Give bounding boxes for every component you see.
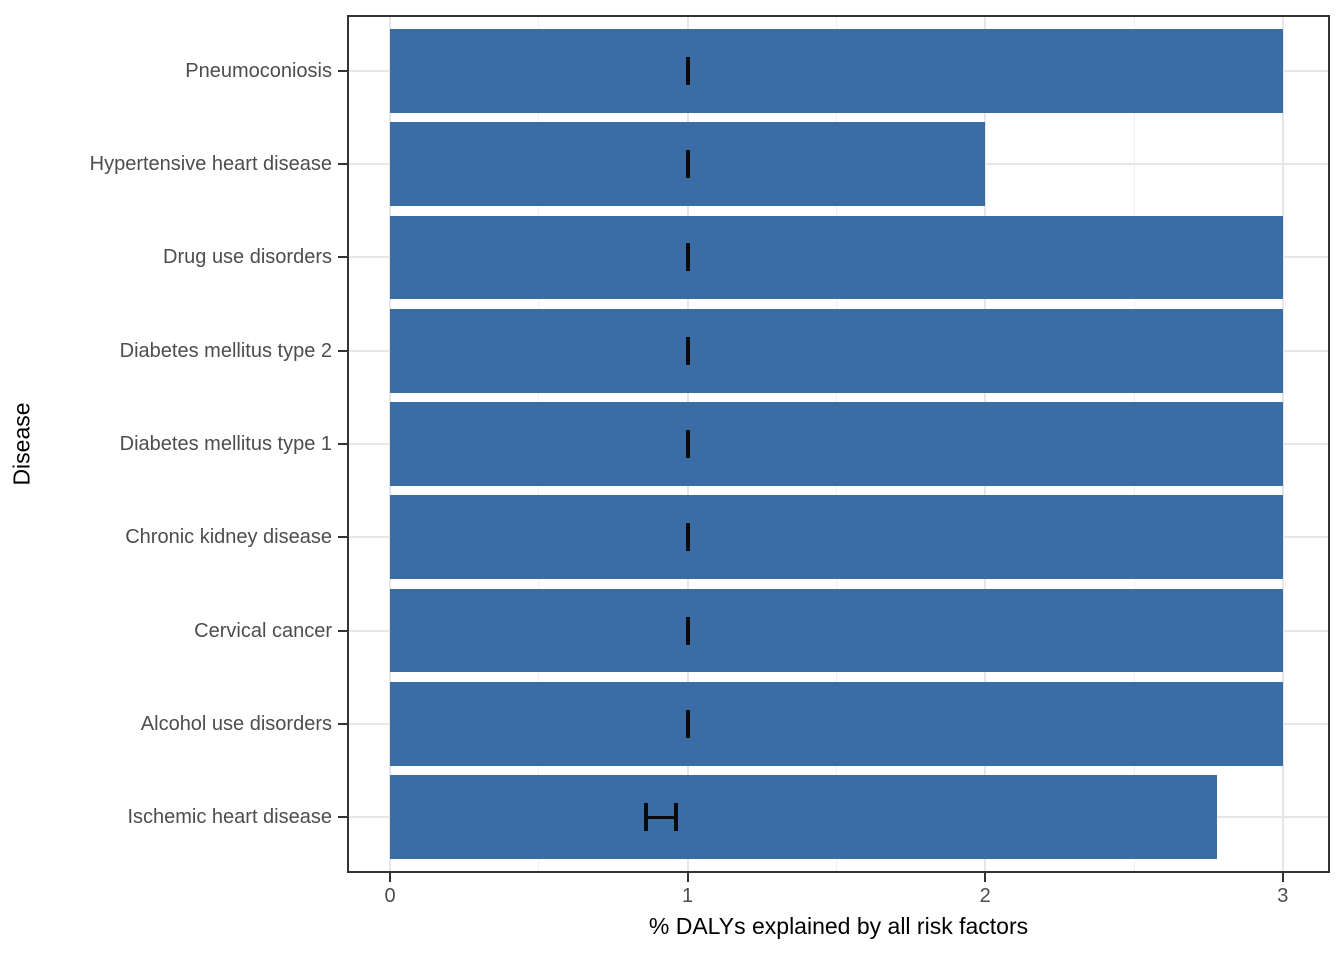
bar [390, 308, 1283, 393]
y-tick-label: Cervical cancer [194, 619, 332, 642]
error-bar-tick [685, 150, 690, 179]
x-axis-title: % DALYs explained by all risk factors [648, 913, 1029, 939]
x-tick-mark [686, 873, 689, 882]
error-bar-tick [685, 56, 690, 85]
bar [390, 681, 1283, 766]
error-bar-cap-high [673, 803, 678, 832]
y-axis-title: Disease [8, 402, 35, 486]
y-tick-label: Chronic kidney disease [125, 526, 332, 549]
x-tick-label: 2 [979, 885, 991, 907]
x-tick-mark [984, 873, 987, 882]
bar [390, 495, 1283, 580]
x-tick-label: 3 [1277, 885, 1289, 907]
bar [390, 215, 1283, 300]
y-tick-label: Alcohol use disorders [140, 712, 332, 735]
y-tick-label: Hypertensive heart disease [89, 153, 332, 176]
y-tick-mark [338, 536, 347, 539]
bar [390, 775, 1218, 859]
y-tick-mark [338, 163, 347, 166]
y-tick-mark [338, 256, 347, 259]
y-tick-mark [338, 816, 347, 819]
y-tick-label: Diabetes mellitus type 1 [119, 433, 332, 455]
y-tick-label: Ischemic heart disease [127, 806, 332, 829]
bar [390, 588, 1283, 673]
y-tick-label: Diabetes mellitus type 2 [119, 339, 332, 362]
x-tick-label: 1 [682, 885, 694, 907]
plot-panel [347, 15, 1330, 873]
bar [390, 402, 1283, 486]
error-bar-tick [685, 709, 690, 738]
bar [390, 28, 1283, 113]
y-tick-mark [338, 722, 347, 725]
y-tick-mark [338, 443, 347, 445]
error-bar-tick [685, 336, 690, 365]
y-tick-label: Pneumoconiosis [185, 59, 332, 82]
y-tick-mark [338, 69, 347, 72]
error-bar-tick [685, 523, 690, 552]
error-bar-tick [685, 430, 690, 458]
error-bar-line [645, 815, 676, 819]
x-tick-mark [389, 873, 391, 882]
error-bar-tick [685, 243, 690, 272]
y-tick-label: Drug use disorders [163, 246, 332, 269]
x-tick-label: 0 [384, 885, 396, 907]
y-tick-mark [338, 349, 347, 352]
x-tick-mark [1281, 873, 1284, 882]
error-bar-tick [685, 616, 690, 645]
y-tick-mark [338, 629, 347, 632]
